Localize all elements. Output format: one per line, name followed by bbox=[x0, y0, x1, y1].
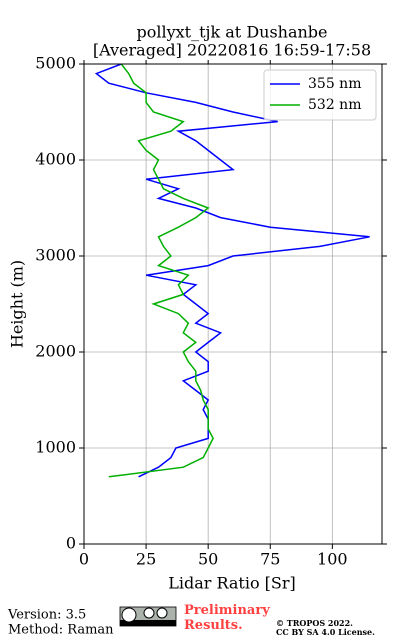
x-tick-label: 75 bbox=[260, 550, 280, 569]
x-axis-label: Lidar Ratio [Sr] bbox=[168, 574, 296, 593]
legend-label: 355 nm bbox=[308, 76, 361, 92]
y-tick-label: 0 bbox=[66, 534, 76, 553]
y-axis-label: Height (m) bbox=[8, 260, 27, 348]
legend-box bbox=[263, 69, 377, 121]
profile-line bbox=[94, 64, 370, 478]
legend-label: 532 nm bbox=[308, 97, 361, 113]
method: Method: Raman bbox=[8, 623, 114, 638]
x-tick-label: 50 bbox=[198, 550, 218, 569]
y-tick-label: 5000 bbox=[35, 54, 76, 73]
y-tick-label: 1000 bbox=[35, 438, 76, 457]
x-tick-label: 100 bbox=[317, 550, 348, 569]
chart-title: pollyxt_tjk at Dushanbe bbox=[136, 23, 327, 42]
y-tick-label: 2000 bbox=[35, 342, 76, 361]
y-tick-label: 3000 bbox=[35, 246, 76, 265]
y-tick-label: 4000 bbox=[35, 150, 76, 169]
x-tick-label: 0 bbox=[79, 550, 89, 569]
plot-frame bbox=[83, 63, 383, 545]
license-logo bbox=[119, 606, 177, 627]
copyright: © TROPOS 2022. bbox=[276, 618, 353, 628]
chart-subtitle: [Averaged] 20220816 16:59-17:58 bbox=[93, 41, 371, 60]
profile-line bbox=[108, 64, 214, 478]
license: CC BY SA 4.0 License. bbox=[276, 627, 375, 637]
version: Version: 3.5 bbox=[7, 608, 86, 623]
notice: Preliminary Results. bbox=[184, 603, 270, 633]
x-tick-label: 25 bbox=[136, 550, 156, 569]
